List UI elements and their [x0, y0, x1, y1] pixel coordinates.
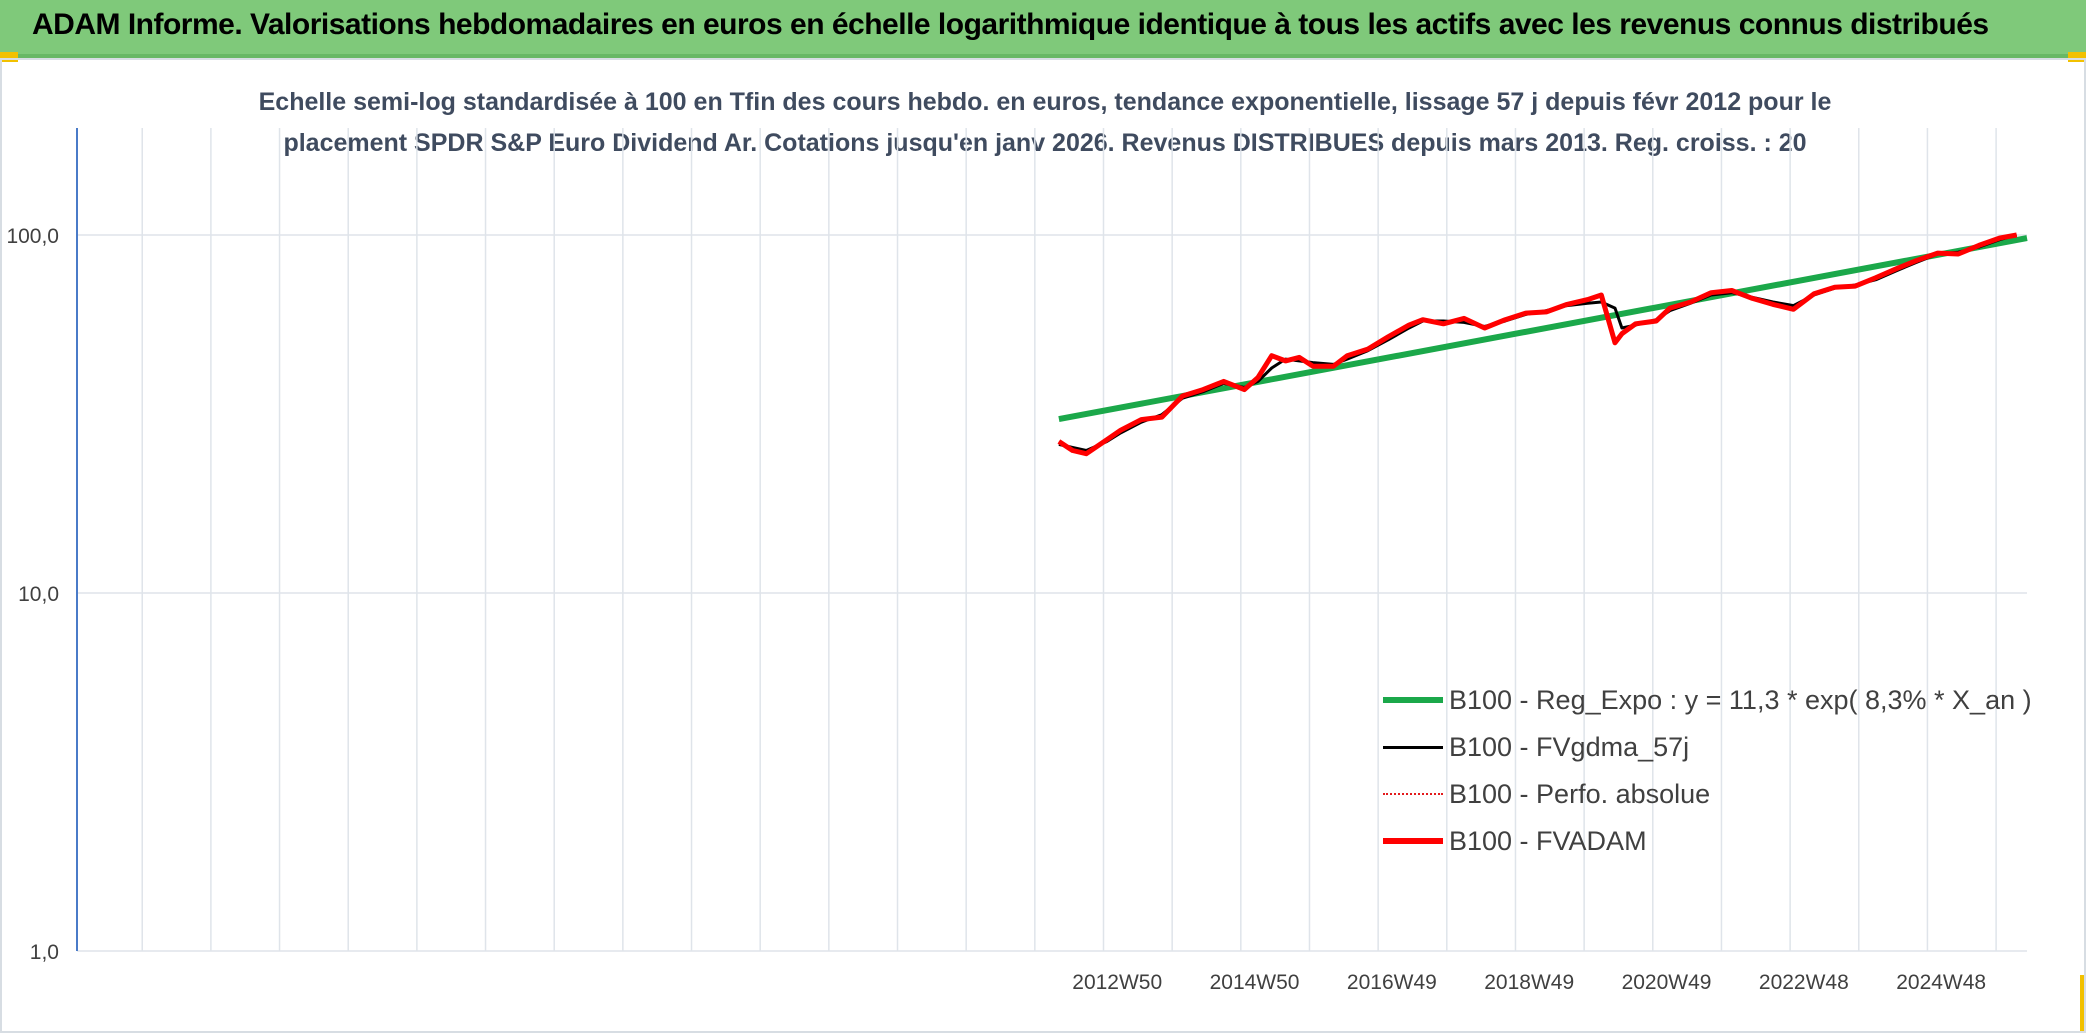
legend-swatch-trend	[1383, 697, 1443, 703]
chart-title-line2: placement SPDR S&P Euro Dividend Ar. Cot…	[283, 129, 1807, 157]
header-corner-right	[2068, 52, 2086, 62]
report-title: ADAM Informe. Valorisations hebdomadaire…	[32, 8, 1989, 41]
frame-corner-right	[2080, 975, 2086, 1033]
legend-label-fvadam: B100 - FVADAM	[1449, 826, 1647, 856]
x-tick-label: 2018W49	[1484, 971, 1574, 994]
chart-frame	[0, 58, 2086, 1033]
report-header: ADAM Informe. Valorisations hebdomadaire…	[0, 0, 2086, 58]
legend-swatch-perf	[1383, 793, 1443, 795]
legend-label-trend: B100 - Reg_Expo : y = 11,3 * exp( 8,3% *…	[1449, 685, 2032, 715]
series-fvadam-line	[1057, 232, 2018, 457]
legend-label-perf: B100 - Perfo. absolue	[1449, 779, 1711, 809]
y-tick-label: 10,0	[18, 583, 59, 606]
x-tick-label: 2016W49	[1347, 971, 1437, 994]
x-tick-label: 2012W50	[1072, 971, 1162, 994]
x-tick-label: 2020W49	[1622, 971, 1712, 994]
x-tick-label: 2014W50	[1210, 971, 1300, 994]
series-reg-expo-line	[1058, 235, 2028, 423]
chart-title-line1: Echelle semi-log standardisée à 100 en T…	[258, 88, 1832, 116]
chart-title: Echelle semi-log standardisée à 100 en T…	[200, 82, 1890, 164]
legend-label-smoothed: B100 - FVgdma_57j	[1449, 732, 1690, 762]
y-tick-label: 1,0	[30, 941, 59, 964]
legend-swatch-smoothed	[1383, 746, 1443, 749]
x-tick-label: 2022W48	[1759, 971, 1849, 994]
y-tick-label: 100,0	[6, 225, 59, 248]
x-tick-label: 2024W48	[1896, 971, 1986, 994]
legend-swatch-fvadam	[1383, 838, 1443, 844]
header-corner-left	[0, 52, 18, 62]
